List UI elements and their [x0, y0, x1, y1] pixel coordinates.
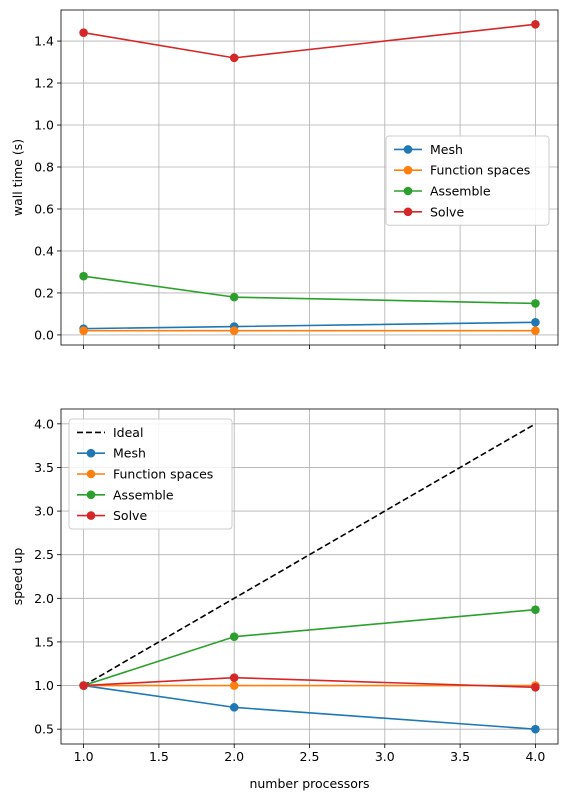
legend-box: [68, 418, 233, 530]
y-axis-label: speed up: [10, 548, 25, 606]
y-tick-label: 1.5: [34, 634, 54, 649]
data-point-solve: [229, 673, 239, 682]
legend: Mesh Function spaces Assemble Solve: [385, 135, 550, 226]
y-tick-label: 1.2: [34, 76, 54, 91]
data-point-function-spaces: [531, 326, 540, 336]
data-point-solve: [531, 19, 540, 29]
x-tick-label: 1.5: [149, 749, 169, 764]
y-tick-label: 3.0: [34, 504, 54, 519]
legend-label-function-spaces: Function spaces: [430, 163, 530, 178]
legend-label-function-spaces: Function spaces: [113, 467, 213, 482]
legend-label-assemble: Assemble: [113, 487, 174, 502]
y-tick-label: 0.6: [34, 201, 54, 216]
data-point-mesh: [229, 703, 239, 712]
legend-label-ideal: Ideal: [113, 425, 143, 440]
legend-marker-assemble: [86, 490, 96, 500]
legend-label-mesh: Mesh: [430, 142, 463, 157]
x-axis-label: number processors: [249, 776, 369, 791]
data-point-assemble: [79, 271, 88, 281]
data-point-function-spaces: [79, 326, 88, 336]
legend-marker-solve: [86, 511, 96, 520]
data-point-function-spaces: [229, 326, 239, 336]
data-point-assemble: [229, 632, 239, 641]
legend-label-assemble: Assemble: [430, 184, 491, 199]
legend-marker-mesh: [86, 448, 96, 458]
x-tick-label: 2.0: [224, 749, 244, 764]
chart-1: 0.0 0.2 0.4 0.6 0.8 1.0 1.2 1.4 wall time (s) Mes…: [10, 9, 559, 349]
y-tick-label: 1.0: [34, 118, 54, 133]
y-tick-label: 2.0: [34, 591, 54, 606]
y-axis-label: wall time (s): [10, 139, 25, 216]
data-point-assemble: [531, 605, 540, 614]
y-tick-label: 1.4: [34, 34, 54, 49]
legend: Ideal Mesh Function spaces Assemble Solve: [68, 418, 233, 530]
legend-marker-solve: [403, 207, 413, 217]
data-point-solve: [531, 682, 540, 692]
data-point-function-spaces: [229, 681, 239, 690]
data-point-assemble: [229, 292, 239, 302]
legend-marker-function-spaces: [403, 165, 413, 175]
x-tick-label: 3.5: [450, 749, 470, 764]
series-line-ideal: [83, 423, 536, 687]
y-tick-label: 0.5: [34, 722, 54, 737]
legend-box: [385, 135, 550, 226]
y-tick-label: 2.5: [34, 547, 54, 562]
y-tick-label: 4.0: [34, 416, 54, 431]
chart-2: 1.0 1.5 2.0 2.5 3.0 3.5 4.0 0.5 1.0 1.5 2.0 2.5 3.0 3…: [10, 408, 559, 791]
data-point-mesh: [531, 724, 540, 734]
legend-marker-assemble: [403, 186, 413, 196]
x-tick-label: 3.0: [375, 749, 395, 764]
y-tick-label: 0.4: [34, 243, 54, 258]
y-tick-label: 0.2: [34, 285, 54, 300]
legend-marker-function-spaces: [86, 469, 96, 479]
legend-marker-mesh: [403, 145, 413, 154]
series-layer: [79, 19, 540, 336]
legend-label-solve: Solve: [113, 508, 147, 523]
data-point-solve: [79, 28, 88, 37]
legend-label-mesh: Mesh: [113, 446, 146, 461]
data-point-assemble: [531, 299, 540, 308]
data-point-solve: [79, 681, 88, 690]
data-point-solve: [229, 53, 239, 63]
y-tick-label: 3.5: [34, 460, 54, 475]
x-tick-label: 4.0: [525, 749, 545, 764]
y-tick-label: 0.0: [34, 327, 54, 342]
data-point-mesh: [531, 318, 540, 327]
y-tick-label: 0.8: [34, 160, 54, 175]
legend-label-solve: Solve: [430, 204, 464, 219]
x-tick-label: 1.0: [74, 749, 94, 764]
x-tick-label: 2.5: [300, 749, 320, 764]
y-tick-label: 1.0: [34, 678, 54, 693]
series-layer: [79, 423, 540, 734]
